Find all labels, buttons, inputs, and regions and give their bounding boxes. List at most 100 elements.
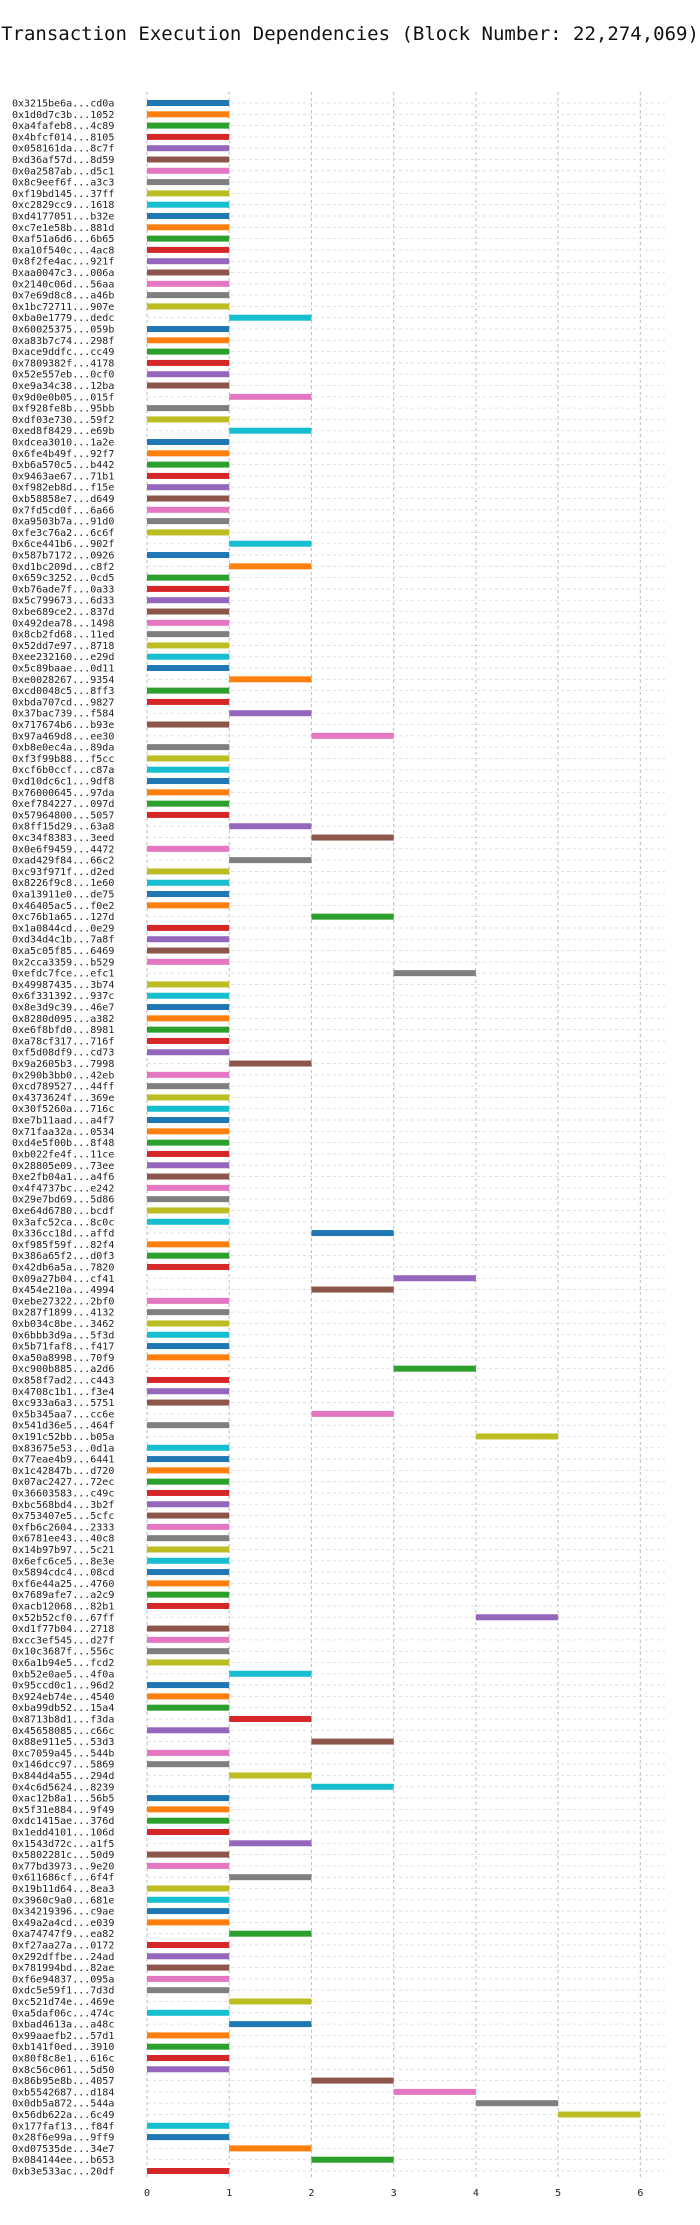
transaction-bar — [147, 1489, 230, 1496]
y-tick-label: 0x1c42847b...d720 — [12, 1466, 114, 1477]
y-tick-label: 0x60025375...059b — [12, 325, 114, 336]
transaction-bar — [311, 2077, 394, 2084]
y-tick-label: 0xd1bc209d...c8f2 — [12, 562, 114, 573]
transaction-bar — [147, 518, 230, 525]
y-tick-label: 0xb5542687...d184 — [12, 2087, 114, 2098]
y-tick-label: 0x45658085...c66c — [12, 1726, 114, 1737]
y-tick-label: 0x8c9eef6f...a3c3 — [12, 178, 114, 189]
transaction-bar — [147, 1501, 230, 1508]
transaction-bar — [229, 857, 312, 864]
y-tick-label: 0x6bbb3d9a...5f3d — [12, 1330, 114, 1341]
y-tick-label: 0xdcea3010...1a2e — [12, 438, 114, 449]
y-tick-label: 0x8f2fe4ac...921f — [12, 257, 114, 268]
y-tick-label: 0xace9ddfc...cc49 — [12, 347, 114, 358]
y-tick-label: 0x4f4737bc...e242 — [12, 1183, 114, 1194]
transaction-bar — [147, 1557, 230, 1564]
transaction-bar — [147, 698, 230, 705]
y-tick-label: 0xaf51a6d6...6b65 — [12, 234, 114, 245]
transaction-bar — [147, 653, 230, 660]
transaction-bar — [147, 382, 230, 389]
transaction-bar — [147, 619, 230, 626]
transaction-bar — [147, 190, 230, 197]
y-tick-label: 0xc76b1a65...127d — [12, 912, 114, 923]
transaction-bar — [147, 1761, 230, 1768]
transaction-bar — [147, 246, 230, 253]
y-tick-label: 0x97a469d8...ee30 — [12, 731, 114, 742]
transaction-bar — [147, 224, 230, 231]
transaction-bar — [147, 529, 230, 536]
transaction-bar — [147, 585, 230, 592]
y-tick-label: 0xa9503b7a...91d0 — [12, 517, 114, 528]
transaction-bar — [147, 450, 230, 457]
y-tick-label: 0x5802281c...50d9 — [12, 1850, 114, 1861]
y-tick-label: 0x42db6a5a...7820 — [12, 1262, 114, 1273]
transaction-bar — [229, 1670, 312, 1677]
y-tick-label: 0xfe3c76a2...6c6f — [12, 528, 114, 539]
transaction-bar — [147, 1094, 230, 1101]
y-tick-label: 0xaa0047c3...006a — [12, 268, 114, 279]
y-tick-label: 0xd4177051...b32e — [12, 212, 114, 223]
transaction-bar — [147, 755, 230, 762]
transaction-bar — [147, 1309, 230, 1316]
transaction-bar — [147, 958, 230, 965]
transaction-bar — [147, 924, 230, 931]
transaction-bar — [147, 145, 230, 152]
transaction-bar — [229, 540, 312, 547]
y-tick-label: 0xf27aa27a...0172 — [12, 1940, 114, 1951]
y-tick-label: 0xd1f77b04...2718 — [12, 1624, 114, 1635]
y-tick-label: 0x1a0844cd...0e29 — [12, 923, 114, 934]
y-tick-label: 0x336cc18d...affd — [12, 1229, 114, 1240]
y-tick-label: 0x290b3bb0...42eb — [12, 1070, 114, 1081]
y-tick-label: 0x5894cdc4...08cd — [12, 1568, 114, 1579]
y-tick-label: 0xacb12068...82b1 — [12, 1601, 114, 1612]
transaction-bar — [147, 1320, 230, 1327]
y-tick-label: 0x19b11d64...8ea3 — [12, 1884, 114, 1895]
y-tick-label: 0x1bc72711...907e — [12, 302, 114, 313]
transaction-bar — [147, 2168, 230, 2174]
transaction-bar — [147, 1139, 230, 1146]
transaction-bar — [147, 1444, 230, 1451]
y-tick-label: 0xf928fe8b...95bb — [12, 404, 114, 415]
y-tick-label: 0xc900b885...a2d6 — [12, 1364, 114, 1375]
transaction-bar — [147, 1117, 230, 1124]
y-tick-label: 0x28f6e99a...9ff9 — [12, 2133, 114, 2144]
y-tick-label: 0x57964800...5057 — [12, 810, 114, 821]
transaction-bar — [147, 1037, 230, 1044]
y-tick-label: 0x6f331392...937c — [12, 991, 114, 1002]
transaction-bar — [147, 665, 230, 672]
transaction-bar — [147, 359, 230, 366]
transaction-bar — [147, 326, 230, 333]
transaction-bar — [147, 1512, 230, 1519]
y-tick-label: 0x058161da...8c7f — [12, 144, 114, 155]
transaction-bar — [147, 608, 230, 615]
y-tick-label: 0x77bd3973...9e20 — [12, 1861, 114, 1872]
y-tick-label: 0xbda707cd...9827 — [12, 697, 114, 708]
y-tick-label: 0xe9a34c38...12ba — [12, 381, 114, 392]
transaction-bar — [311, 1286, 394, 1293]
y-tick-label: 0xf5d08df9...cd73 — [12, 1048, 114, 1059]
transaction-bar — [229, 2145, 312, 2152]
transaction-bar — [147, 1388, 230, 1395]
transaction-bar — [147, 1795, 230, 1802]
y-tick-label: 0x99aaefb2...57d1 — [12, 2031, 114, 2042]
y-tick-label: 0x56db622a...6c49 — [12, 2110, 114, 2121]
transaction-bar — [147, 416, 230, 423]
transaction-bar — [147, 461, 230, 468]
y-tick-label: 0xef784227...097d — [12, 799, 114, 810]
transaction-bar — [147, 1885, 230, 1892]
transaction-bar — [147, 631, 230, 638]
y-tick-label: 0xa83b7c74...298f — [12, 336, 114, 347]
y-tick-label: 0x0e6f9459...4472 — [12, 844, 114, 855]
transaction-bar — [147, 439, 230, 446]
transaction-bar — [229, 1998, 312, 2005]
y-tick-label: 0xe7b11aad...a4f7 — [12, 1116, 114, 1127]
y-tick-label: 0xd36af57d...8d59 — [12, 155, 114, 166]
transaction-bar — [147, 371, 230, 378]
y-tick-label: 0xc521d74e...469e — [12, 1997, 114, 2008]
y-tick-label: 0x2140c06d...56aa — [12, 279, 114, 290]
y-tick-label: 0x6781ee43...40c8 — [12, 1534, 114, 1545]
y-tick-label: 0xdc5e59f1...7d3d — [12, 1986, 114, 1997]
transaction-bar — [147, 484, 230, 491]
y-tick-label: 0x292dffbe...24ad — [12, 1952, 114, 1963]
